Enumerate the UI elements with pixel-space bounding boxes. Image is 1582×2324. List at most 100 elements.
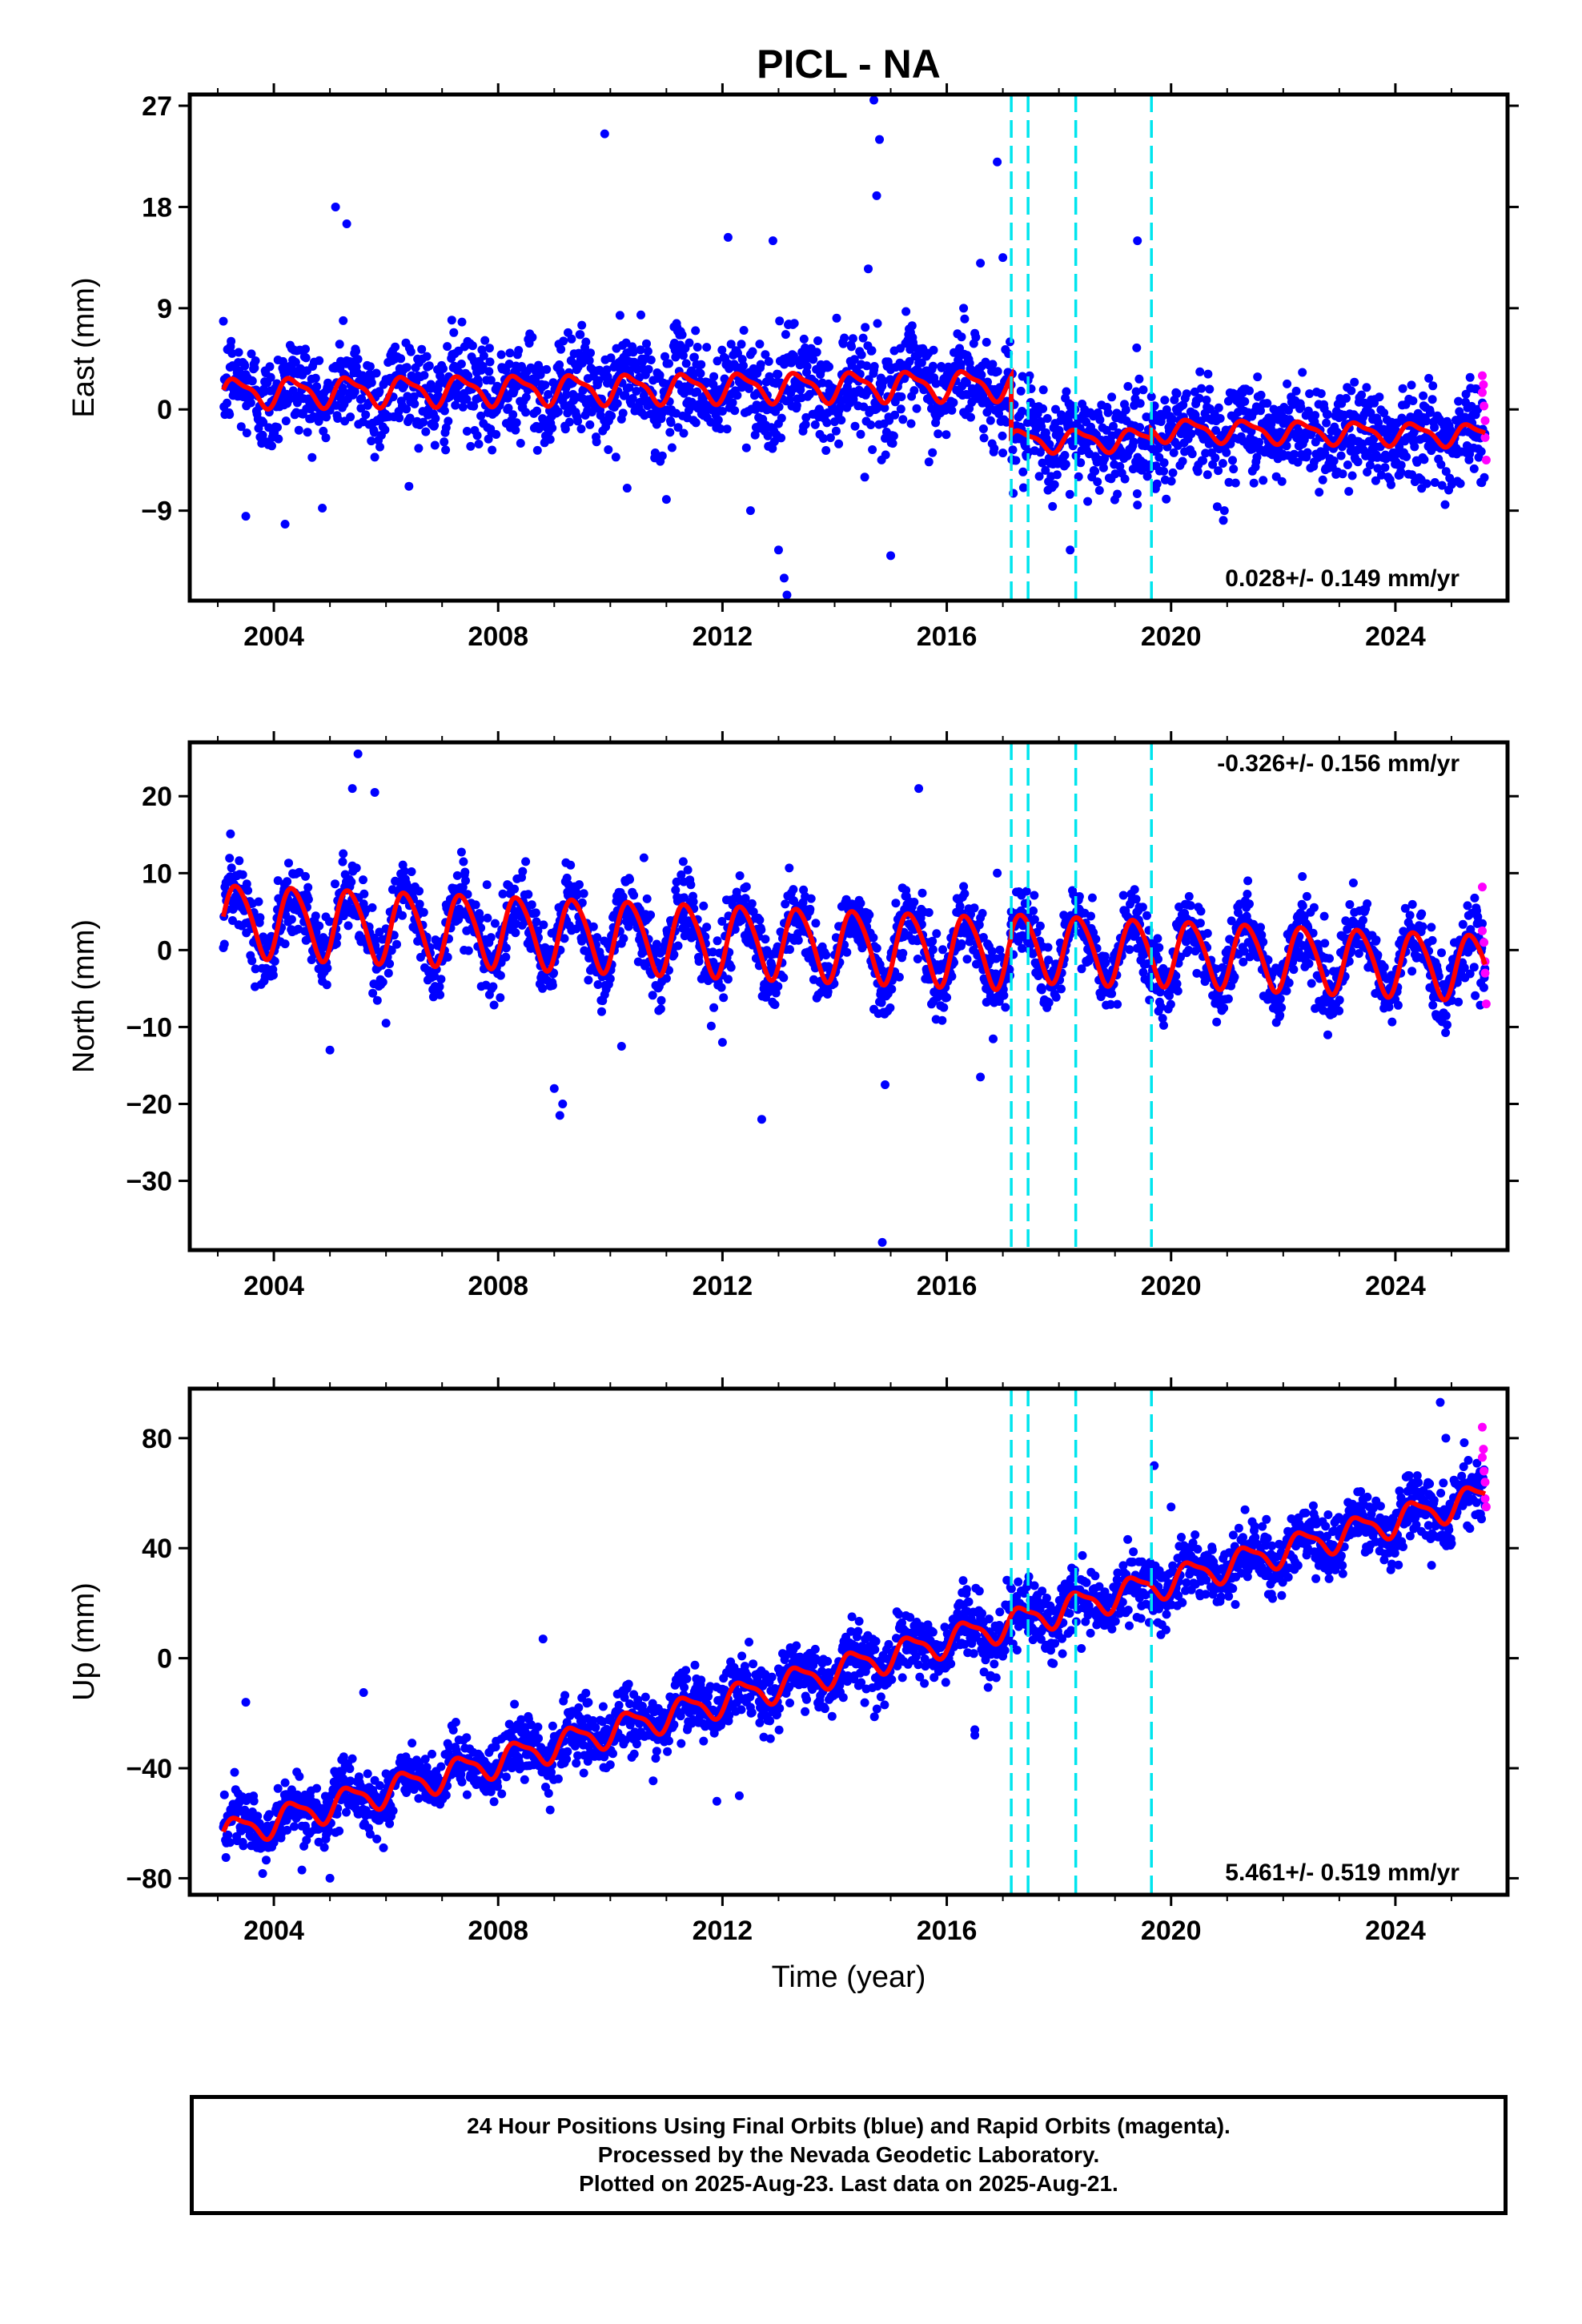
- data-point: [443, 952, 452, 962]
- data-point: [924, 908, 934, 917]
- data-point: [1095, 415, 1105, 424]
- data-point: [1456, 479, 1465, 489]
- data-point: [693, 343, 702, 352]
- data-point: [1051, 404, 1060, 414]
- data-point: [357, 394, 367, 404]
- data-point: [322, 980, 331, 990]
- outlier-point: [875, 135, 885, 144]
- data-point: [769, 436, 779, 446]
- data-point: [1427, 395, 1437, 404]
- data-point: [531, 908, 540, 918]
- data-point: [486, 376, 496, 385]
- data-point: [251, 964, 260, 974]
- data-point: [1038, 385, 1048, 395]
- data-point: [392, 939, 401, 949]
- data-point: [785, 945, 794, 955]
- data-point: [319, 426, 328, 436]
- data-point: [1256, 923, 1265, 932]
- data-point: [806, 894, 816, 903]
- data-point: [1077, 964, 1086, 974]
- data-point: [556, 344, 566, 354]
- data-point: [577, 898, 587, 907]
- data-point: [474, 440, 484, 448]
- data-point: [1282, 441, 1291, 451]
- data-point: [1240, 396, 1250, 406]
- data-point: [656, 1004, 665, 1014]
- data-point: [801, 412, 811, 422]
- data-point: [880, 403, 889, 412]
- data-point: [1407, 470, 1417, 480]
- data-point: [1138, 967, 1148, 977]
- data-point: [280, 939, 290, 949]
- data-point: [577, 320, 587, 330]
- data-point: [1195, 367, 1205, 376]
- data-point: [219, 939, 229, 949]
- data-point: [273, 876, 283, 886]
- data-point: [456, 847, 466, 857]
- data-point: [642, 339, 651, 348]
- data-point: [887, 984, 897, 994]
- data-point: [977, 370, 986, 380]
- data-point: [254, 897, 263, 907]
- data-point: [685, 338, 694, 348]
- data-point: [1125, 945, 1134, 955]
- data-point: [1152, 479, 1162, 489]
- data-point: [440, 406, 449, 416]
- data-point: [661, 974, 671, 983]
- data-point: [338, 857, 347, 866]
- data-point: [764, 356, 773, 366]
- data-point: [689, 897, 698, 907]
- data-point: [1239, 957, 1248, 967]
- data-point: [1018, 483, 1028, 493]
- data-point: [789, 319, 799, 328]
- data-point: [343, 921, 353, 931]
- data-point: [417, 344, 427, 354]
- data-point: [528, 332, 537, 342]
- data-point: [1469, 464, 1479, 473]
- data-point: [761, 935, 770, 944]
- data-point: [821, 951, 831, 960]
- data-point: [1158, 1014, 1167, 1023]
- data-point: [441, 445, 451, 455]
- data-point: [564, 417, 574, 427]
- data-point: [956, 360, 966, 369]
- data-point: [575, 880, 584, 890]
- data-point: [1044, 955, 1054, 965]
- data-point: [605, 974, 615, 983]
- data-point: [440, 437, 449, 447]
- data-point: [1060, 451, 1070, 460]
- data-point: [498, 889, 508, 899]
- data-point: [1363, 899, 1372, 908]
- data-point: [1178, 456, 1187, 466]
- outlier-point: [331, 202, 340, 211]
- data-point: [265, 362, 275, 372]
- data-point: [615, 311, 624, 320]
- data-point: [607, 411, 616, 420]
- data-point: [643, 347, 652, 356]
- data-point: [1135, 399, 1145, 408]
- data-point: [673, 941, 683, 951]
- data-point: [786, 358, 796, 368]
- data-point: [857, 350, 866, 360]
- data-point: [266, 372, 275, 382]
- data-point: [396, 354, 406, 364]
- outlier-point: [779, 573, 789, 583]
- data-point: [671, 885, 681, 895]
- data-point: [907, 321, 917, 331]
- data-point: [716, 424, 725, 433]
- data-point: [1107, 392, 1117, 402]
- data-point: [1325, 954, 1334, 963]
- data-point: [223, 398, 231, 408]
- data-point: [1219, 1003, 1229, 1013]
- data-point: [1037, 422, 1046, 432]
- data-point: [303, 895, 313, 904]
- data-point: [1008, 445, 1018, 455]
- y-tick-label: 9: [157, 294, 172, 324]
- data-point: [1249, 478, 1259, 488]
- data-point: [1186, 901, 1195, 911]
- data-point: [566, 860, 576, 870]
- data-point: [1308, 928, 1318, 938]
- data-point: [1176, 952, 1185, 962]
- data-point: [686, 880, 696, 890]
- data-point: [484, 344, 494, 353]
